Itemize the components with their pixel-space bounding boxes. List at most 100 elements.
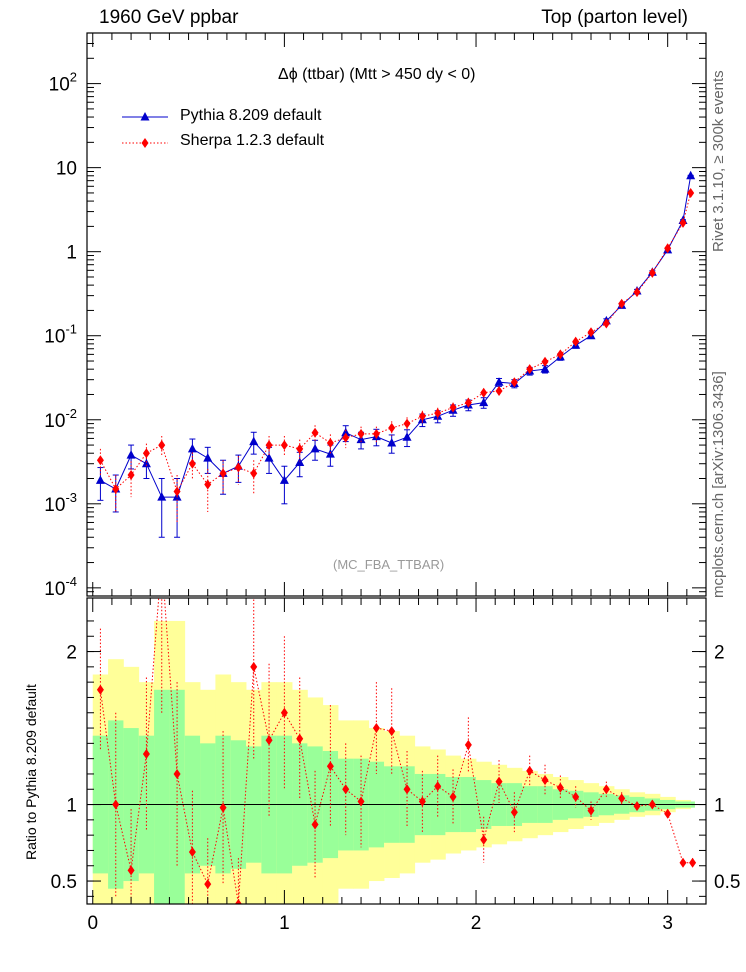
sherpa-point (618, 298, 626, 309)
sherpa-point (602, 318, 610, 329)
ratio-sherpa-point (403, 784, 411, 795)
plot-title: Δϕ (ttbar) (Mtt > 450 dy < 0) (278, 66, 476, 83)
sherpa-point (572, 336, 580, 347)
left-title: 1960 GeV ppbar (99, 7, 239, 28)
ratio-sherpa-point (464, 739, 472, 750)
pythia-point (95, 475, 105, 484)
ratio-sherpa-point (250, 661, 258, 672)
sherpa-point (449, 402, 457, 413)
pythia-line (100, 175, 692, 498)
ratio-y-tick-label-right: 1 (714, 796, 725, 817)
sherpa-point (679, 217, 687, 228)
sherpa-point (541, 356, 549, 367)
main-frame (86, 32, 707, 597)
main-series-group (95, 170, 696, 538)
pythia-point (141, 458, 151, 468)
sherpa-point (112, 484, 120, 495)
pythia-point (356, 434, 366, 444)
ratio-sherpa-point (541, 775, 549, 786)
sherpa-point (372, 428, 380, 439)
main-y-tick-label: 10-1 (44, 322, 77, 348)
pythia-point (479, 397, 489, 407)
sherpa-point (250, 468, 258, 479)
ratio-sherpa-point (602, 784, 610, 795)
legend-marker-pythia (140, 112, 150, 121)
ratio-sherpa-point (188, 846, 196, 857)
pythia-point (157, 492, 167, 501)
ratio-sherpa-point (96, 684, 104, 695)
ratio-sherpa-point (372, 723, 380, 734)
sherpa-point (418, 411, 426, 422)
sherpa-point (587, 327, 595, 338)
ratio-sherpa-point (173, 768, 181, 779)
pythia-point (494, 377, 504, 386)
pythia-point (203, 453, 213, 462)
pythia-point (187, 443, 197, 453)
ratio-sherpa-point (556, 782, 564, 793)
pythia-point (341, 427, 351, 437)
ratio-frame (86, 597, 707, 905)
sherpa-point (265, 440, 273, 451)
sherpa-point (480, 387, 488, 398)
side-mcplots-label: mcplots.cern.ch [arXiv:1306.3436] (710, 371, 727, 598)
ratio-sherpa-point (326, 761, 334, 772)
pythia-point (126, 450, 136, 459)
sherpa-line (99, 192, 692, 493)
sherpa-point (687, 187, 695, 198)
ratio-uncertainty-bands (92, 620, 695, 904)
pythia-point (310, 443, 320, 453)
ratio-y-tick-label-right: 2 (714, 643, 725, 664)
sherpa-point (234, 462, 242, 473)
sherpa-point (342, 432, 350, 443)
sherpa-point (434, 408, 442, 419)
ratio-sherpa-point (127, 865, 135, 876)
sherpa-point (388, 422, 396, 433)
sherpa-point (188, 458, 196, 469)
pythia-point (249, 436, 259, 446)
legend-marker-sherpa (141, 138, 149, 148)
sherpa-point (664, 243, 672, 254)
sherpa-point (127, 470, 135, 481)
legend-label-pythia: Pythia 8.209 default (180, 107, 322, 124)
sherpa-point (296, 443, 304, 454)
x-tick-label: 0 (87, 913, 98, 934)
ratio-sherpa-line (99, 598, 693, 904)
ratio-sherpa-point (112, 799, 120, 810)
sherpa-point (510, 377, 518, 388)
pythia-point (540, 364, 550, 373)
sherpa-point (495, 385, 503, 396)
sherpa-point (204, 479, 212, 490)
right-title: Top (parton level) (541, 7, 688, 28)
main-y-tick-label: 10-2 (44, 406, 77, 432)
ratio-sherpa-point (495, 776, 503, 787)
ratio-sherpa-point (388, 726, 396, 737)
ratio-sherpa-point (510, 807, 518, 818)
sherpa-point (173, 486, 181, 497)
ratio-sherpa-point (664, 808, 672, 819)
ratio-sherpa-point (158, 555, 165, 565)
ratio-series-group (96, 555, 697, 904)
sherpa-point (142, 448, 150, 459)
x-tick-label: 2 (471, 913, 482, 934)
ratio-band-inner (154, 689, 170, 904)
x-tick-label: 1 (279, 913, 290, 934)
main-y-tick-label: 1 (66, 243, 77, 264)
ratio-sherpa-point (280, 707, 288, 718)
main-y-tick-label: 10 (56, 159, 77, 180)
ratio-sherpa-point (633, 801, 641, 812)
ratio-sherpa-point (265, 735, 273, 746)
sherpa-point (648, 267, 656, 278)
main-y-tick-label: 102 (49, 70, 77, 96)
ratio-y-tick-label-left: 2 (66, 643, 77, 664)
ratio-sherpa-point (434, 781, 442, 792)
ratio-sherpa-point (526, 765, 534, 776)
ratio-sherpa-point (418, 796, 426, 807)
sherpa-point (403, 418, 411, 429)
analysis-watermark: (MC_FBA_TTBAR) (333, 557, 445, 572)
side-rivet-label: Rivet 3.1.10, ≥ 300k events (710, 70, 727, 252)
pythia-point (686, 170, 696, 180)
ratio-sherpa-point (311, 819, 319, 830)
sherpa-point (357, 428, 365, 439)
axis-ticks-group: 10-4 10-3 10-2 10-1 1 10 102 0.5 0.5 1 1 2 2 0 1 2 3 (44, 32, 740, 934)
